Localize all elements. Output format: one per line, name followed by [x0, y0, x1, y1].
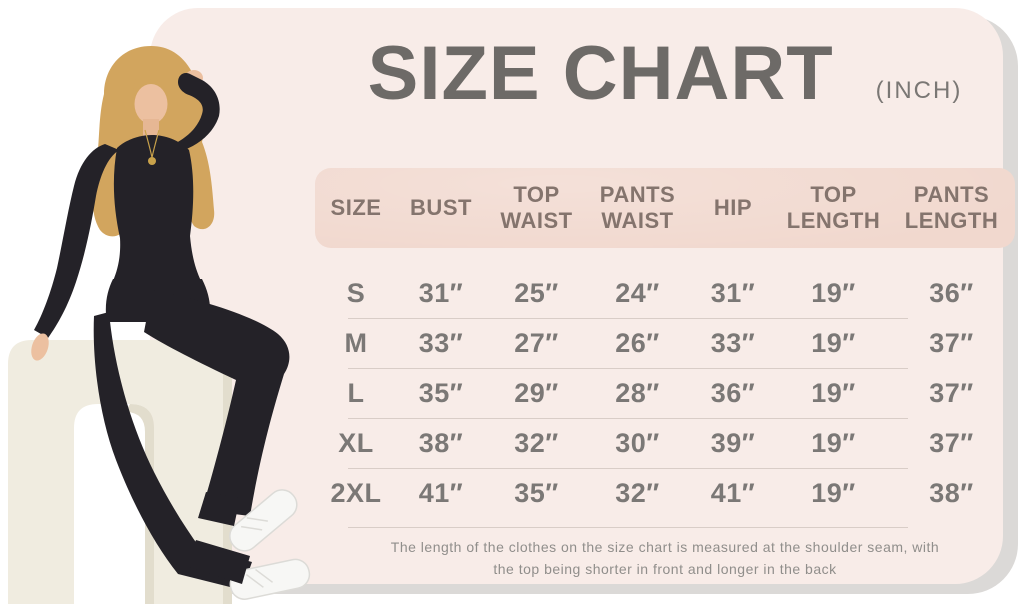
cell-hip: 36″: [710, 378, 756, 408]
footnote-line-1: The length of the clothes on the size ch…: [390, 539, 940, 555]
cell-pants-waist: 24″: [615, 278, 660, 308]
cell-top-length: 19″: [811, 328, 856, 358]
table-row-xl: XL 38″ 32″ 30″ 39″ 19″ 37″: [315, 419, 1015, 468]
cell-pants-waist: 32″: [615, 478, 660, 508]
cell-pants-length: 38″: [929, 478, 974, 508]
cell-pants-waist: 26″: [615, 328, 660, 358]
cell-top-length: 19″: [811, 278, 856, 308]
cell-bust: 35″: [418, 378, 464, 408]
column-header-hip: HIP: [713, 195, 753, 221]
row-divider: [348, 368, 908, 369]
cell-pants-length: 37″: [929, 428, 974, 458]
column-header-pants-length: PANTS LENGTH: [904, 182, 999, 233]
cell-top-waist: 25″: [514, 278, 559, 308]
cell-hip: 31″: [710, 278, 756, 308]
model-arm-raised: [174, 72, 220, 150]
cell-top-length: 19″: [811, 478, 856, 508]
cell-hip: 33″: [710, 328, 756, 358]
cell-top-length: 19″: [811, 378, 856, 408]
model-neck: [143, 119, 159, 137]
cell-bust: 31″: [418, 278, 464, 308]
table-row-l: L 35″ 29″ 28″ 36″ 19″ 37″: [315, 369, 1015, 418]
model-hand-on-bench: [31, 333, 49, 361]
cell-hip: 41″: [710, 478, 756, 508]
cell-pants-length: 37″: [929, 328, 974, 358]
table-spacer: [315, 248, 1015, 269]
measurement-footnote: The length of the clothes on the size ch…: [315, 537, 1015, 580]
model-pants-cuff-lifted: [198, 492, 240, 526]
cell-size: XL: [338, 428, 374, 458]
cell-pants-waist: 30″: [615, 428, 660, 458]
model-pants-crossed-leg: [144, 290, 290, 516]
cell-top-length: 19″: [811, 428, 856, 458]
necklace-pendant: [148, 157, 156, 165]
sneaker-lifted: [229, 489, 298, 552]
column-header-top-waist: TOP WAIST: [500, 182, 573, 233]
cell-top-waist: 32″: [514, 428, 559, 458]
model-photo: [8, 46, 311, 604]
cell-pants-length: 36″: [929, 278, 974, 308]
size-table: S 31″ 25″ 24″ 31″ 19″ 36″ M 33″ 27″ 26″ …: [315, 248, 1015, 528]
cell-size: S: [346, 278, 366, 308]
column-header-top-length: TOP LENGTH: [786, 182, 881, 233]
table-row-s: S 31″ 25″ 24″ 31″ 19″ 36″: [315, 269, 1015, 318]
sneaker-bottom: [229, 558, 311, 600]
row-divider: [348, 468, 908, 469]
cell-pants-length: 37″: [929, 378, 974, 408]
cell-top-waist: 35″: [514, 478, 559, 508]
cell-size: M: [344, 328, 368, 358]
model-pants-cuff-bottom: [186, 540, 250, 584]
model-face: [134, 84, 168, 124]
cell-top-waist: 29″: [514, 378, 559, 408]
cell-hip: 39″: [710, 428, 756, 458]
cell-top-waist: 27″: [514, 328, 559, 358]
cell-pants-waist: 28″: [615, 378, 660, 408]
row-divider: [348, 418, 908, 419]
title-row: SIZE CHART (INCH): [315, 34, 1015, 114]
cell-size: L: [347, 378, 365, 408]
page-title: SIZE CHART: [367, 31, 834, 116]
size-chart-card: [150, 8, 1003, 584]
footer-divider: [348, 527, 908, 528]
row-divider: [348, 318, 908, 319]
column-header-pants-waist: PANTS WAIST: [599, 182, 676, 233]
column-header-size: SIZE: [330, 195, 382, 221]
cell-bust: 41″: [418, 478, 464, 508]
size-chart-content: SIZE CHART (INCH) SIZE BUST TOP WAIST PAN…: [315, 0, 1015, 604]
table-row-m: M 33″ 27″ 26″ 33″ 19″ 37″: [315, 319, 1015, 368]
model-bangs: [132, 70, 170, 98]
table-row-2xl: 2XL 41″ 35″ 32″ 41″ 19″ 38″: [315, 469, 1015, 518]
column-header-bust: BUST: [410, 195, 472, 221]
footnote-line-2: the top being shorter in front and longe…: [493, 560, 837, 577]
cell-size: 2XL: [330, 478, 382, 508]
unit-label: (INCH): [875, 76, 963, 104]
model-top: [113, 135, 201, 287]
model: [31, 46, 311, 600]
cell-bust: 38″: [418, 428, 464, 458]
table-header-band: SIZE BUST TOP WAIST PANTS WAIST HIP TOP LEN…: [315, 168, 1015, 248]
model-arm-down: [34, 144, 119, 338]
cell-bust: 33″: [418, 328, 464, 358]
